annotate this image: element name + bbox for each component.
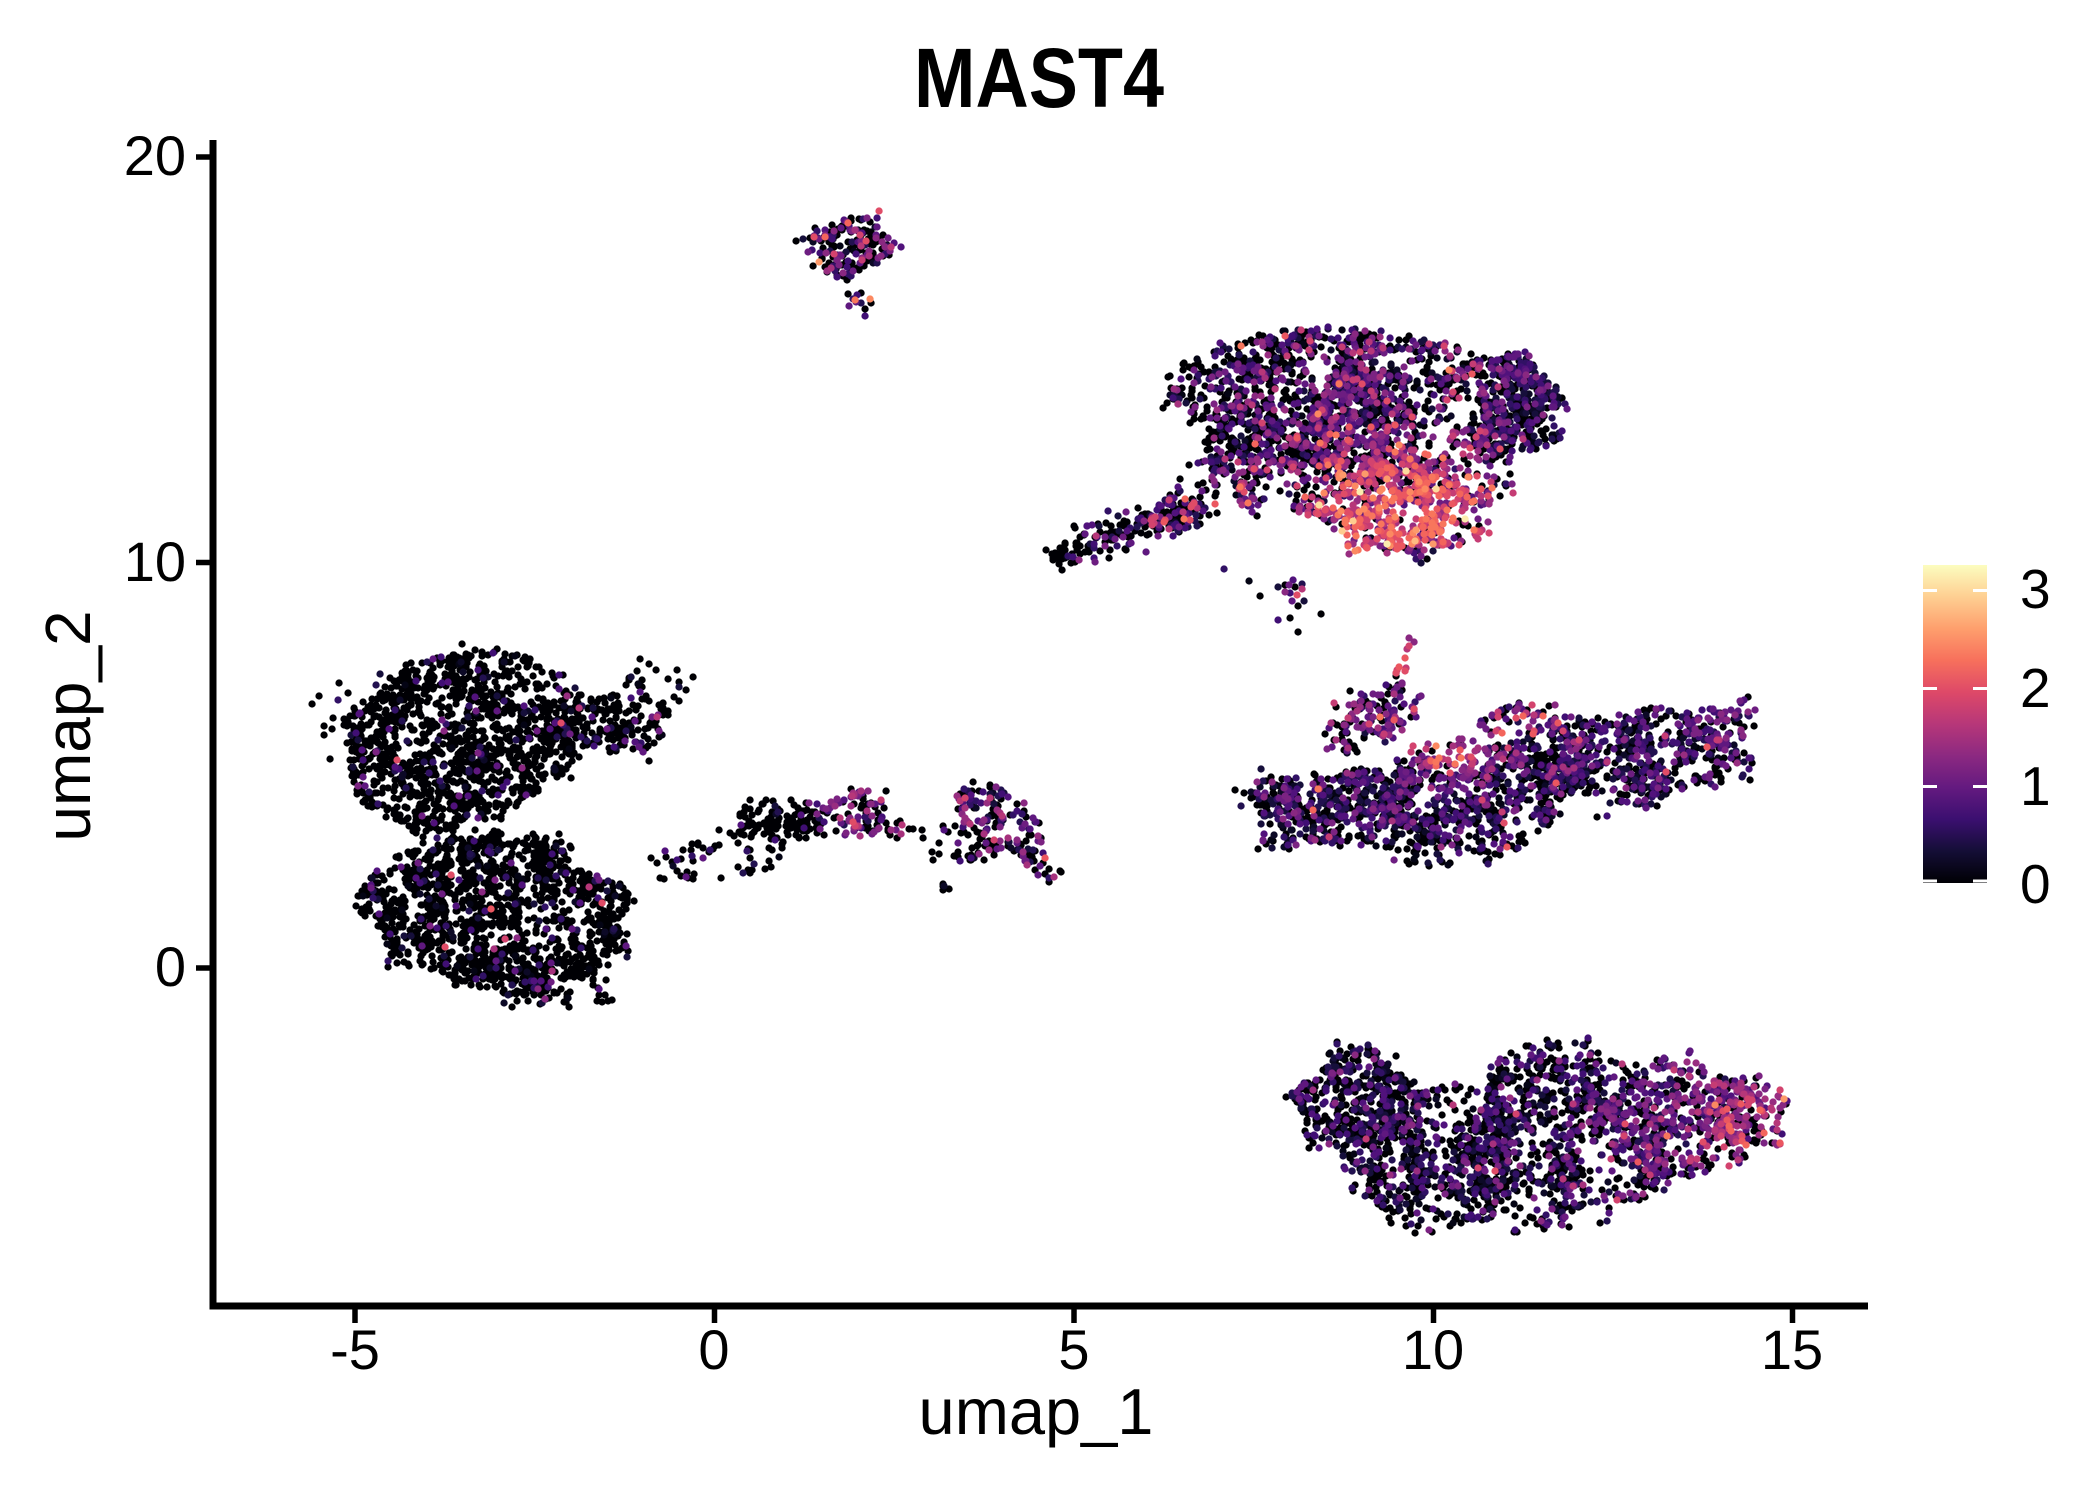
svg-text:umap_1: umap_1 [919,1375,1154,1448]
svg-text:0: 0 [698,1318,729,1381]
svg-text:15: 15 [1761,1318,1823,1381]
svg-text:10: 10 [1402,1318,1464,1381]
svg-text:0: 0 [2020,853,2051,915]
svg-text:3: 3 [2020,558,2051,620]
svg-text:2: 2 [2020,657,2051,719]
svg-text:1: 1 [2020,755,2051,817]
svg-text:MAST4: MAST4 [914,31,1164,125]
svg-text:-5: -5 [330,1318,380,1381]
svg-text:umap_2: umap_2 [32,610,104,841]
svg-text:10: 10 [124,530,186,593]
svg-text:20: 20 [124,124,186,187]
svg-text:5: 5 [1058,1318,1089,1381]
svg-text:0: 0 [155,935,186,998]
